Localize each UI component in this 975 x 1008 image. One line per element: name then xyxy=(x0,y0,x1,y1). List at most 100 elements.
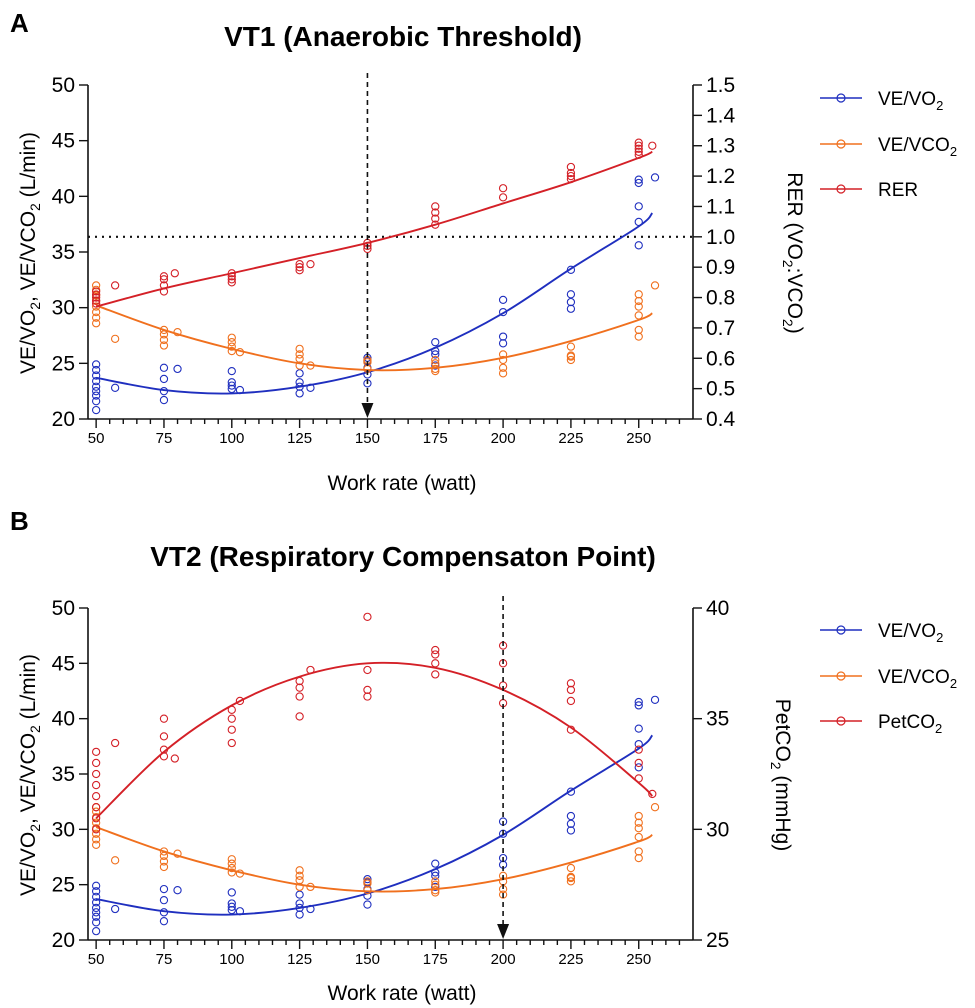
series-ve-vco2 xyxy=(91,803,660,899)
data-point xyxy=(227,333,236,342)
data-point xyxy=(634,178,643,188)
data-point xyxy=(363,879,372,888)
x-tick-label: 75 xyxy=(156,430,173,447)
data-point xyxy=(170,269,179,278)
right-tick-label: 35 xyxy=(706,708,729,731)
data-point xyxy=(110,334,120,343)
panel-b-x-axis-label: Work rate (watt) xyxy=(328,982,477,1005)
data-point xyxy=(295,899,304,908)
data-point xyxy=(91,281,101,290)
right-tick-label: 1.4 xyxy=(706,104,736,127)
data-point xyxy=(634,824,643,833)
data-point xyxy=(431,214,440,223)
data-point xyxy=(227,342,236,351)
data-point xyxy=(566,679,576,688)
data-point xyxy=(295,871,304,880)
panel-a: A VT1 (Anaerobic Threshold) Work rate (w… xyxy=(10,8,957,495)
data-point xyxy=(566,342,576,351)
data-point xyxy=(91,780,101,790)
data-point xyxy=(634,296,643,306)
data-point xyxy=(227,275,236,284)
fit-line xyxy=(95,304,653,372)
data-point xyxy=(91,818,101,827)
svg-text:VE/VO2: VE/VO2 xyxy=(878,89,943,113)
data-point xyxy=(634,241,643,250)
data-point xyxy=(295,378,304,387)
left-tick-label: 35 xyxy=(52,763,75,786)
data-point xyxy=(159,896,169,905)
data-point xyxy=(91,376,101,386)
data-point xyxy=(634,138,643,147)
left-tick-label: 30 xyxy=(52,818,75,841)
data-point xyxy=(91,791,101,801)
panel-a-title: VT1 (Anaerobic Threshold) xyxy=(224,21,582,52)
svg-text:VE/VO2: VE/VO2 xyxy=(878,621,943,645)
data-point xyxy=(91,829,101,838)
data-point xyxy=(91,287,101,296)
data-point xyxy=(91,825,101,834)
right-tick-label: 1.1 xyxy=(706,195,735,218)
data-point xyxy=(431,877,440,886)
data-point xyxy=(498,295,508,305)
data-point xyxy=(431,361,440,370)
data-point xyxy=(159,714,169,723)
data-point xyxy=(498,332,508,341)
data-point xyxy=(363,874,372,884)
data-point xyxy=(91,360,101,369)
data-point xyxy=(363,612,372,622)
data-point xyxy=(159,862,169,872)
data-point xyxy=(227,863,236,873)
fit-line xyxy=(95,150,653,308)
data-point xyxy=(498,339,508,348)
data-point xyxy=(91,299,101,308)
data-point xyxy=(110,281,120,290)
data-point xyxy=(634,302,643,311)
data-point xyxy=(634,847,643,856)
data-point xyxy=(159,847,169,856)
x-tick-label: 150 xyxy=(355,951,380,968)
data-point xyxy=(295,263,304,272)
panel-b-left-axis-label: VE/VO2, VE/VCO2 (L/min) xyxy=(17,654,43,896)
data-point xyxy=(110,856,120,865)
data-point xyxy=(648,789,657,799)
data-point xyxy=(173,364,182,374)
x-tick-label: 125 xyxy=(287,430,312,447)
x-tick-label: 200 xyxy=(491,430,516,447)
legend-item: VE/VCO2 xyxy=(820,135,957,159)
data-point xyxy=(566,168,576,178)
data-point xyxy=(91,758,101,768)
data-point xyxy=(227,714,236,723)
data-point xyxy=(431,882,440,892)
data-point xyxy=(227,278,236,287)
data-point xyxy=(566,872,576,882)
right-tick-label: 30 xyxy=(706,818,729,841)
svg-text:PetCO2: PetCO2 xyxy=(878,712,942,736)
data-point xyxy=(566,304,576,313)
data-point xyxy=(295,692,304,701)
data-point xyxy=(159,335,169,345)
panel-b-title: VT2 (Respiratory Compensaton Point) xyxy=(150,541,656,572)
data-point xyxy=(91,313,101,322)
data-point xyxy=(431,220,440,229)
left-tick-label: 45 xyxy=(52,652,75,675)
data-point xyxy=(159,395,169,405)
panel-a-legend: VE/VO2 VE/VCO2 RER xyxy=(820,89,957,201)
data-point xyxy=(91,908,101,917)
data-point xyxy=(363,886,372,895)
data-point xyxy=(566,877,576,886)
right-tick-label: 1.0 xyxy=(706,226,735,249)
data-point xyxy=(431,350,440,359)
data-point xyxy=(566,863,576,873)
data-point xyxy=(634,745,643,754)
fit-line xyxy=(95,734,654,916)
data-point xyxy=(91,405,101,415)
data-point xyxy=(363,665,372,675)
data-point xyxy=(227,868,236,877)
data-point xyxy=(91,918,101,927)
data-point xyxy=(91,926,101,936)
left-tick-label: 40 xyxy=(52,708,75,731)
right-tick-label: 25 xyxy=(706,929,729,952)
data-point xyxy=(91,397,101,406)
data-point xyxy=(91,814,101,823)
data-point xyxy=(295,259,304,269)
